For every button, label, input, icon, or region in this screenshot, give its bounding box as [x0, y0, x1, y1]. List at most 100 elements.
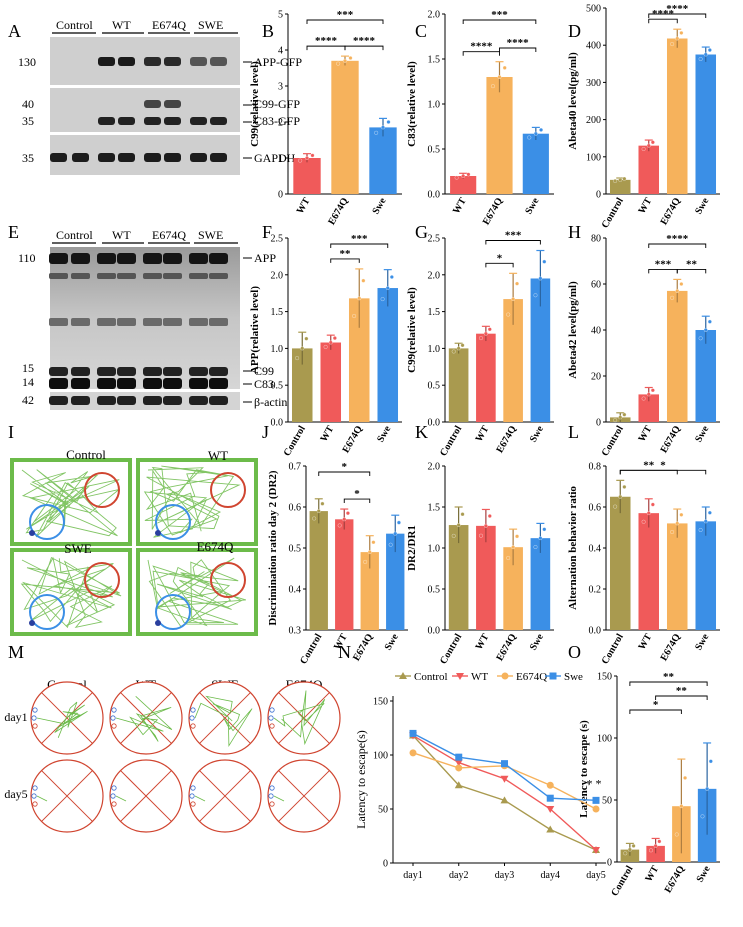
- legend-marker: [501, 672, 509, 680]
- data-point: [451, 533, 456, 538]
- panel-letter-n: N: [338, 642, 351, 662]
- swim-track: [273, 690, 326, 746]
- x-tick-label: WT: [636, 424, 654, 444]
- band-smear: [97, 273, 116, 279]
- start-marker: [32, 801, 38, 807]
- band-c83-gfp: [164, 117, 181, 125]
- data-point: [487, 514, 492, 518]
- data-point: [698, 336, 703, 341]
- band-smear: [209, 318, 228, 326]
- bar-wt: [476, 525, 496, 630]
- bar-wt: [638, 513, 660, 630]
- data-point: [298, 158, 303, 163]
- y-tick-label: 0.4: [289, 585, 302, 596]
- panel-letter-a: A: [8, 21, 21, 41]
- data-point: [674, 832, 679, 837]
- band-gapdh: [190, 153, 207, 162]
- blot-e-mw-15: 15: [22, 361, 34, 375]
- band-c83-gfp: [210, 117, 227, 125]
- data-point: [479, 533, 483, 538]
- data-point: [374, 130, 379, 135]
- bar-e674q: [331, 60, 359, 194]
- y-tick-label: 1.5: [271, 307, 284, 318]
- y-tick-label: 1.0: [428, 544, 441, 555]
- data-point: [310, 153, 315, 158]
- data-point: [483, 331, 488, 336]
- significance-label: **: [643, 459, 655, 471]
- data-point: [539, 127, 544, 132]
- legend-marker: [549, 672, 557, 680]
- significance-bracket: [499, 47, 537, 52]
- data-point: [618, 177, 623, 182]
- band-beta-actin: [49, 396, 68, 405]
- data-point: [538, 276, 543, 281]
- panel-letter-m: M: [8, 642, 24, 662]
- y-tick-label: 5: [278, 10, 283, 21]
- y-tick-label: 100: [373, 751, 388, 762]
- significance-label: ****: [353, 35, 376, 47]
- data-point: [487, 327, 492, 332]
- y-tick-label: 0: [596, 190, 601, 201]
- swim-track: [115, 696, 173, 742]
- panel-letter-h: H: [568, 222, 581, 242]
- panel-letter-k: K: [415, 422, 428, 442]
- x-tick-label: E674Q: [659, 424, 683, 455]
- data-point: [454, 781, 463, 789]
- data-point: [455, 764, 463, 772]
- y-axis-label: C83(relative level): [406, 61, 418, 147]
- significance-label: ****: [315, 35, 338, 47]
- bar-control: [309, 511, 328, 630]
- y-tick-label: 2.5: [428, 234, 441, 245]
- data-point: [679, 804, 684, 809]
- data-point: [653, 843, 658, 848]
- band-c99-gfp: [164, 100, 181, 108]
- bar-e674q: [666, 38, 688, 195]
- x-tick-label: Swe: [693, 424, 711, 445]
- start-marker: [111, 707, 117, 713]
- blot-panel-a: Control WT E674Q SWE 130 40 35 35 APP-GF…: [18, 18, 302, 175]
- y-tick-label: 1.5: [428, 55, 441, 66]
- x-tick-label: Swe: [528, 632, 546, 653]
- band-smear: [97, 318, 116, 326]
- start-marker: [190, 785, 196, 791]
- x-tick-label: day1: [403, 870, 422, 881]
- x-tick-label: Control: [609, 864, 635, 898]
- start-marker: [111, 801, 117, 807]
- y-tick-label: 0.2: [589, 585, 602, 596]
- x-tick-label: Swe: [528, 424, 546, 445]
- blot-a-group-swe: SWE: [198, 18, 223, 32]
- data-point: [646, 143, 651, 148]
- start-marker: [190, 801, 196, 807]
- x-tick-label: Control: [438, 424, 464, 458]
- object-ring: [84, 472, 120, 508]
- significance-label: ****: [507, 37, 530, 49]
- object-ring: [29, 504, 65, 540]
- band-app: [209, 253, 228, 264]
- y-tick-label: 0: [383, 859, 388, 870]
- data-point: [511, 297, 516, 302]
- y-tick-label: 300: [586, 78, 601, 89]
- y-tick-label: 400: [586, 41, 601, 52]
- band-app: [143, 253, 162, 264]
- data-point: [613, 504, 618, 509]
- quadrant-line: [41, 692, 93, 744]
- data-point: [592, 847, 600, 855]
- bar-control: [609, 179, 631, 194]
- data-point: [705, 786, 710, 791]
- start-marker: [31, 715, 37, 721]
- band-smear: [163, 318, 182, 326]
- band-beta-actin: [143, 396, 162, 405]
- blot-a-band-gapdh: GAPDH: [254, 151, 296, 165]
- x-tick-label: E674Q: [659, 196, 683, 227]
- x-tick-label: WT: [636, 632, 654, 652]
- chart-d: 0 100 200 300 400 500 Abeta40 level(pg/ml) Cont…: [567, 3, 720, 230]
- legend-label: Swe: [564, 671, 583, 683]
- data-point: [657, 839, 662, 844]
- data-point: [533, 131, 538, 136]
- quadrant-line: [278, 692, 330, 744]
- band-smear: [143, 318, 162, 326]
- y-axis-label: APP(relative level): [249, 286, 261, 374]
- blot-a-mw-35: 35: [22, 114, 34, 128]
- blot-a-band-c99-gfp: C99-GFP: [254, 97, 300, 111]
- significance-label: ****: [666, 233, 689, 245]
